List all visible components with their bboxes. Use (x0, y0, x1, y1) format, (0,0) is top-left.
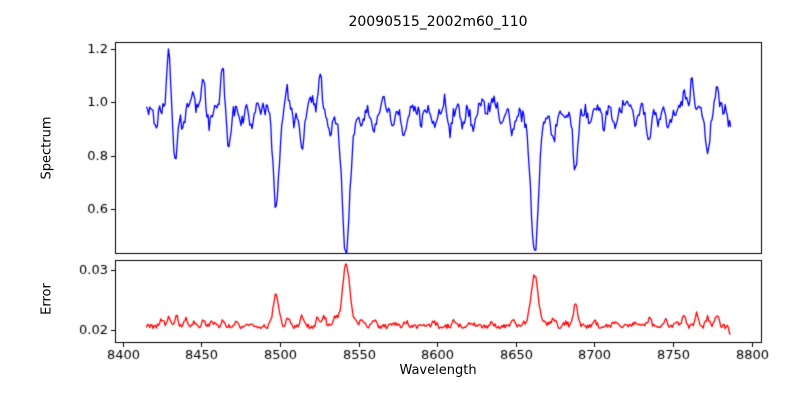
chart-title: 20090515_2002m60_110 (348, 14, 528, 30)
y-axis-label-spectrum: Spectrum (39, 116, 55, 180)
y-axis-label-error: Error (39, 283, 55, 315)
x-axis-label-wavelength: Wavelength (399, 363, 477, 378)
